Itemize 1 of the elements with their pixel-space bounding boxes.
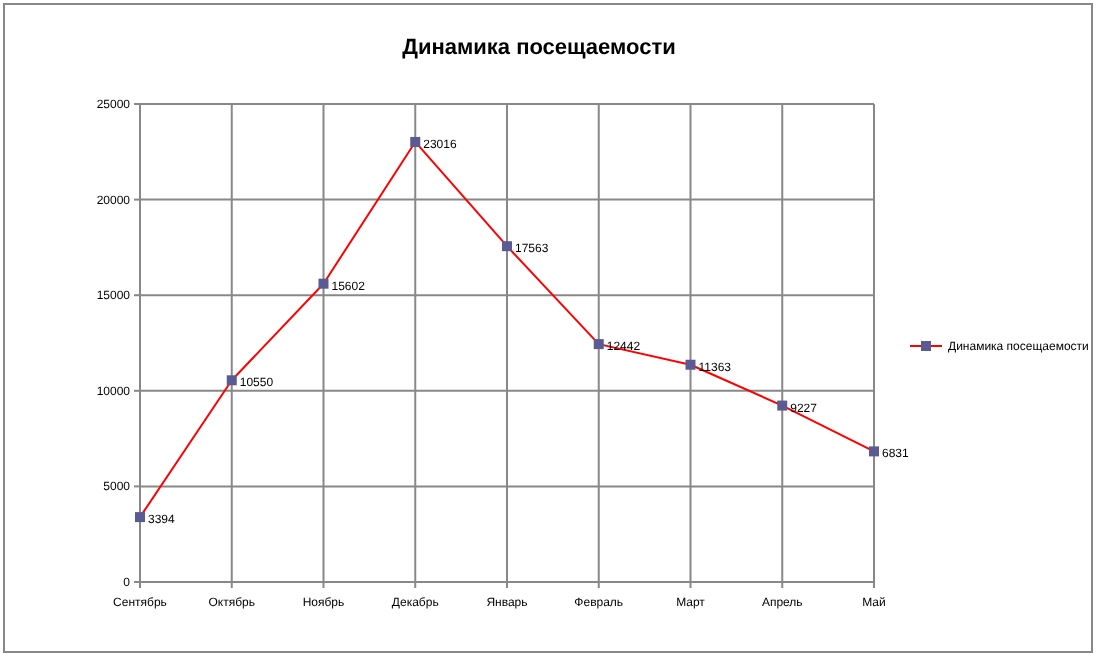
chart-title: Динамика посещаемости bbox=[402, 36, 676, 60]
